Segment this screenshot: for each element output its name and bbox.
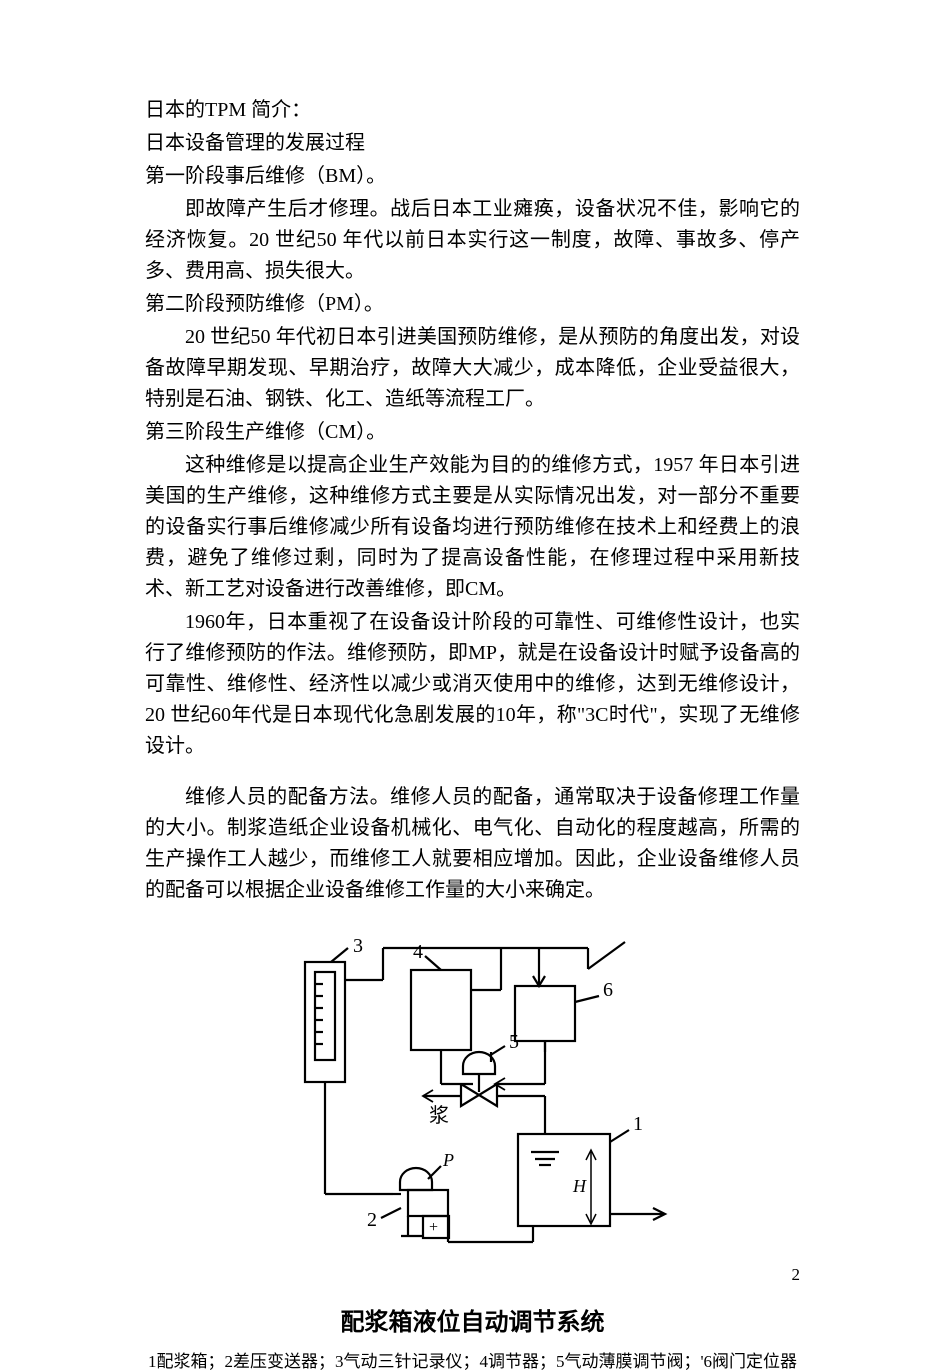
diagram-label-5: 5 [509,1031,519,1053]
diagram-label-3: 3 [353,935,363,957]
diagram-legend: 1配浆箱；2差压变送器；3气动三针记录仪；4调节器；5气动薄膜调节阀；'6阀门定… [145,1347,800,1372]
document-content: 日本的TPM 简介： 日本设备管理的发展过程 第一阶段事后维修（BM）。 即故障… [145,95,800,906]
diagram-container: 3 4 5 6 1 2 浆 P H + [145,934,800,1274]
paragraph-2: 维修人员的配备方法。维修人员的配备，通常取决于设备修理工作量的大小。制浆造纸企业… [145,782,800,906]
diagram-label-jiang: 浆 [429,1104,449,1127]
stage1-body: 即故障产生后才修理。战后日本工业瘫痪，设备状况不佳，影响它的经济恢复。20 世纪… [145,194,800,287]
stage3-body1: 这种维修是以提高企业生产效能为目的的维修方式，1957 年日本引进美国的生产维修… [145,450,800,605]
diagram-label-h: H [572,1176,587,1196]
diagram-label-1: 1 [633,1113,643,1135]
diagram-title: 配浆箱液位自动调节系统 [145,1302,800,1337]
stage2-body: 20 世纪50 年代初日本引进美国预防维修，是从预防的角度出发，对设备故障早期发… [145,322,800,415]
diagram-label-4: 4 [413,941,423,963]
page-number: 2 [792,1265,801,1285]
subtitle-line: 日本设备管理的发展过程 [145,128,800,159]
stage1-title: 第一阶段事后维修（BM）。 [145,161,800,192]
stage3-body2: 1960年，日本重视了在设备设计阶段的可靠性、可维修性设计，也实行了维修预防的作… [145,607,800,762]
diagram-label-p: P [442,1150,454,1170]
diagram-label-6: 6 [603,979,613,1001]
control-system-diagram: 3 4 5 6 1 2 浆 P H + [273,934,673,1274]
title-line: 日本的TPM 简介： [145,95,800,126]
diagram-label-2: 2 [367,1209,377,1231]
stage2-title: 第二阶段预防维修（PM）。 [145,289,800,320]
diagram-label-plus: + [429,1219,438,1236]
stage3-title: 第三阶段生产维修（CM）。 [145,417,800,448]
